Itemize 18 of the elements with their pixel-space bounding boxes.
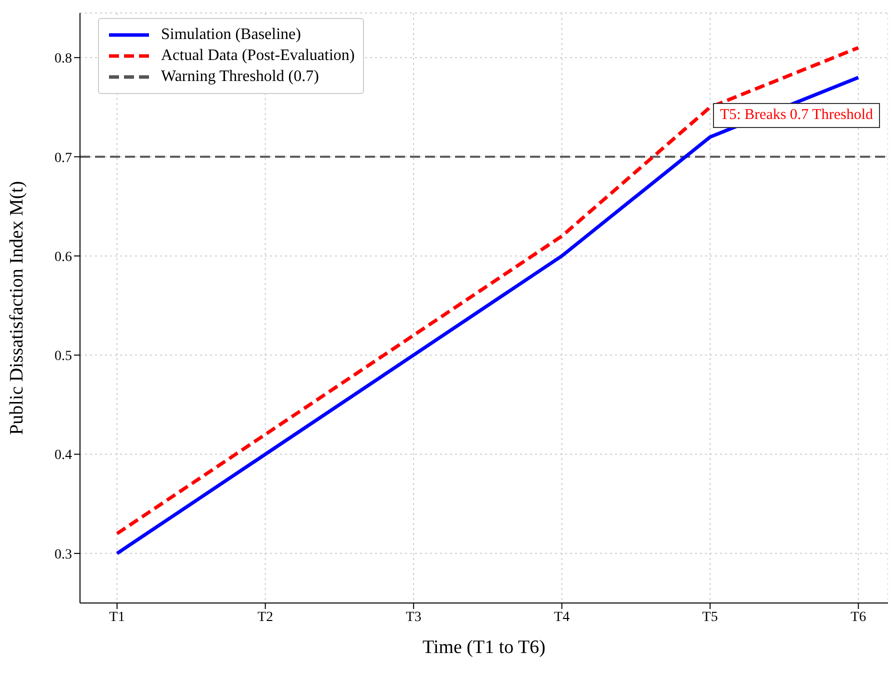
legend-label: Warning Threshold (0.7) bbox=[161, 68, 319, 86]
legend-label: Actual Data (Post-Evaluation) bbox=[161, 47, 355, 65]
y-axis-title: Public Dissatisfaction Index M(t) bbox=[6, 181, 28, 435]
x-tick-label: T5 bbox=[702, 610, 718, 625]
x-tick-label: T2 bbox=[258, 610, 274, 625]
x-tick-label: T1 bbox=[109, 610, 125, 625]
x-tick-label: T6 bbox=[850, 610, 866, 625]
y-tick-label: 0.8 bbox=[54, 52, 72, 67]
y-tick-label: 0.6 bbox=[54, 250, 72, 265]
x-tick-label: T4 bbox=[554, 610, 570, 625]
legend-label: Simulation (Baseline) bbox=[161, 26, 301, 44]
x-axis-title: Time (T1 to T6) bbox=[422, 637, 546, 658]
y-tick-label: 0.5 bbox=[54, 349, 72, 364]
y-tick-label: 0.3 bbox=[54, 547, 72, 562]
y-tick-label: 0.4 bbox=[54, 448, 72, 464]
annotation: T5: Breaks 0.7 Threshold bbox=[712, 103, 880, 128]
y-tick-label: 0.7 bbox=[54, 150, 72, 166]
x-tick-label: T3 bbox=[406, 610, 422, 625]
